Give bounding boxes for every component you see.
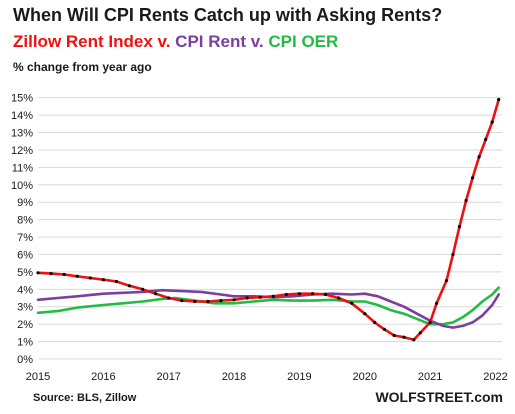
series-point-zillow-rent-index-25 <box>363 312 367 316</box>
series-point-zillow-rent-index-36 <box>457 225 462 229</box>
series-point-zillow-rent-index-16 <box>245 296 249 300</box>
series-point-zillow-rent-index-42 <box>497 97 501 102</box>
series-point-zillow-rent-index-22 <box>323 292 328 297</box>
y-tick-label-9: 9% <box>17 197 33 209</box>
series-point-zillow-rent-index-24 <box>350 301 354 305</box>
subtitle-part-sep-2: v. <box>246 32 269 51</box>
subtitle-part-zillow: Zillow Rent Index <box>13 32 153 51</box>
y-tick-label-10: 10% <box>11 180 33 192</box>
source-note: Source: BLS, Zillow <box>33 392 137 404</box>
series-point-zillow-rent-index-1 <box>49 272 53 276</box>
series-point-zillow-rent-index-28 <box>392 333 396 338</box>
series-point-zillow-rent-index-20 <box>297 292 301 296</box>
subtitle-part-cpi-oer: CPI OER <box>268 32 339 51</box>
series-point-zillow-rent-index-8 <box>141 287 145 291</box>
series-point-zillow-rent-index-21 <box>310 292 315 296</box>
y-tick-label-13: 13% <box>11 128 33 140</box>
series-line-cpi-oer <box>36 286 500 326</box>
y-tick-label-0: 0% <box>17 354 33 366</box>
y-tick-label-11: 11% <box>12 162 33 174</box>
series-point-zillow-rent-index-9 <box>154 292 158 296</box>
series-point-zillow-rent-index-2 <box>62 272 66 277</box>
y-tick-label-14: 14% <box>11 110 33 122</box>
y-tick-label-2: 2% <box>17 319 33 331</box>
y-tick-label-6: 6% <box>17 249 33 261</box>
x-tick-label-2017: 2017 <box>156 371 180 383</box>
series-point-zillow-rent-index-13 <box>206 299 210 304</box>
y-tick-label-12: 12% <box>11 145 33 157</box>
series-point-zillow-rent-index-38 <box>471 176 475 180</box>
series-point-zillow-rent-index-37 <box>464 198 468 203</box>
series-point-zillow-rent-index-7 <box>127 284 132 288</box>
series-point-zillow-rent-index-40 <box>484 137 488 142</box>
gridlines <box>38 97 502 360</box>
x-tick-label-2019: 2019 <box>287 371 311 383</box>
series-point-zillow-rent-index-6 <box>114 279 118 284</box>
subtitle-part-cpi-rent: CPI Rent <box>175 32 247 51</box>
y-tick-label-4: 4% <box>17 284 33 296</box>
y-tick-label-1: 1% <box>17 337 33 349</box>
x-tick-label-2021: 2021 <box>418 371 442 383</box>
series-point-zillow-rent-index-18 <box>271 294 275 298</box>
y-tick-label-7: 7% <box>17 232 33 244</box>
x-tick-label-2016: 2016 <box>91 371 115 383</box>
series-lines <box>36 97 501 342</box>
series-point-zillow-rent-index-15 <box>232 298 236 302</box>
x-tick-label-2015: 2015 <box>26 371 50 383</box>
series-point-zillow-rent-index-41 <box>490 120 494 124</box>
series-point-zillow-rent-index-17 <box>258 295 262 299</box>
series-point-zillow-rent-index-11 <box>180 299 184 303</box>
y-tick-label-5: 5% <box>17 267 33 279</box>
series-point-zillow-rent-index-39 <box>477 155 481 159</box>
x-tick-labels: 2015 2016 2017 2018 2019 2020 2021 2022 <box>26 371 508 383</box>
y-tick-label-3: 3% <box>17 302 33 314</box>
chart-title: When Will CPI Rents Catch up with Asking… <box>13 5 443 25</box>
series-point-zillow-rent-index-27 <box>382 327 386 331</box>
series-point-zillow-rent-index-34 <box>444 279 449 283</box>
series-point-zillow-rent-index-5 <box>101 278 105 282</box>
x-tick-label-2020: 2020 <box>353 371 377 383</box>
y-tick-labels: 0% 1% 2% 3% 4% 5% 6% 7% 8% 9% 10% 11% 12% 13% 14% 15% <box>11 93 33 366</box>
y-axis-label: % change from year ago <box>13 60 152 74</box>
series-point-zillow-rent-index-4 <box>88 276 92 280</box>
y-tick-label-8: 8% <box>17 215 33 227</box>
series-point-zillow-rent-index-31 <box>418 331 422 335</box>
x-tick-label-2022: 2022 <box>483 371 507 383</box>
series-point-zillow-rent-index-33 <box>435 301 439 305</box>
series-point-zillow-rent-index-10 <box>167 296 171 300</box>
series-point-zillow-rent-index-14 <box>219 299 223 303</box>
series-point-zillow-rent-index-30 <box>412 338 416 342</box>
y-tick-label-15: 15% <box>11 93 33 105</box>
series-point-zillow-rent-index-19 <box>284 292 288 297</box>
chart-subtitle: Zillow Rent Index v. CPI Rent v. CPI OER <box>13 32 338 52</box>
series-point-zillow-rent-index-35 <box>451 252 455 257</box>
series-point-zillow-rent-index-32 <box>428 320 432 324</box>
subtitle-part-sep-1: v. <box>152 32 176 51</box>
brand-logo-text: WOLFSTREET.com <box>375 389 503 405</box>
series-point-zillow-rent-index-12 <box>193 299 197 304</box>
series-point-zillow-rent-index-29 <box>402 335 406 339</box>
series-point-zillow-rent-index-23 <box>337 296 341 300</box>
x-tick-label-2018: 2018 <box>222 371 246 383</box>
series-point-zillow-rent-index-3 <box>75 274 79 278</box>
series-point-zillow-rent-index-26 <box>373 320 377 324</box>
series-point-zillow-rent-index-0 <box>36 271 40 275</box>
